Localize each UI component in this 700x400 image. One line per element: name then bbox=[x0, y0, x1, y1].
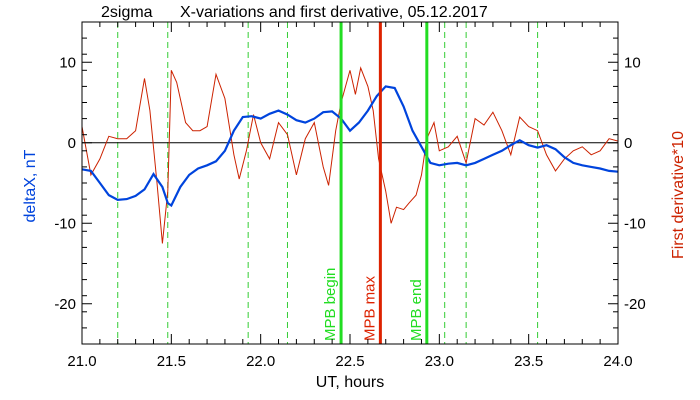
x-axis-label: UT, hours bbox=[316, 374, 384, 391]
y-axis-label-right: First derivative*10 bbox=[670, 131, 687, 259]
marker-label-1: MPB max bbox=[361, 275, 378, 341]
y-tick-label-right-2: -10 bbox=[624, 215, 646, 232]
x-tick-label-3: 22.5 bbox=[335, 353, 364, 370]
y-axis-label-left: deltaX, nT bbox=[22, 149, 39, 222]
y-tick-label-right-0: 10 bbox=[624, 54, 641, 71]
chart-title: X-variations and first derivative, 05.12… bbox=[180, 4, 488, 21]
x-tick-label-6: 24.0 bbox=[603, 353, 632, 370]
chart-title-left: 2sigma bbox=[101, 4, 153, 21]
x-tick-label-4: 23.0 bbox=[425, 353, 454, 370]
y-tick-label-left-0: 10 bbox=[59, 54, 76, 71]
marker-label-2: MPB end bbox=[408, 279, 425, 341]
x-tick-label-0: 21.0 bbox=[67, 353, 96, 370]
y-tick-label-left-2: -10 bbox=[54, 215, 76, 232]
marker-label-0: MPB begin bbox=[322, 268, 339, 341]
x-tick-label-5: 23.5 bbox=[514, 353, 543, 370]
series-derivative-line bbox=[81, 66, 619, 244]
y-tick-label-left-1: 0 bbox=[68, 135, 76, 152]
y-tick-label-left-3: -20 bbox=[54, 296, 76, 313]
x-tick-label-1: 21.5 bbox=[157, 353, 186, 370]
y-tick-label-right-1: 0 bbox=[624, 135, 632, 152]
x-tick-label-2: 22.0 bbox=[246, 353, 275, 370]
y-tick-label-right-3: -20 bbox=[624, 296, 646, 313]
series-deltax-line bbox=[81, 85, 619, 208]
